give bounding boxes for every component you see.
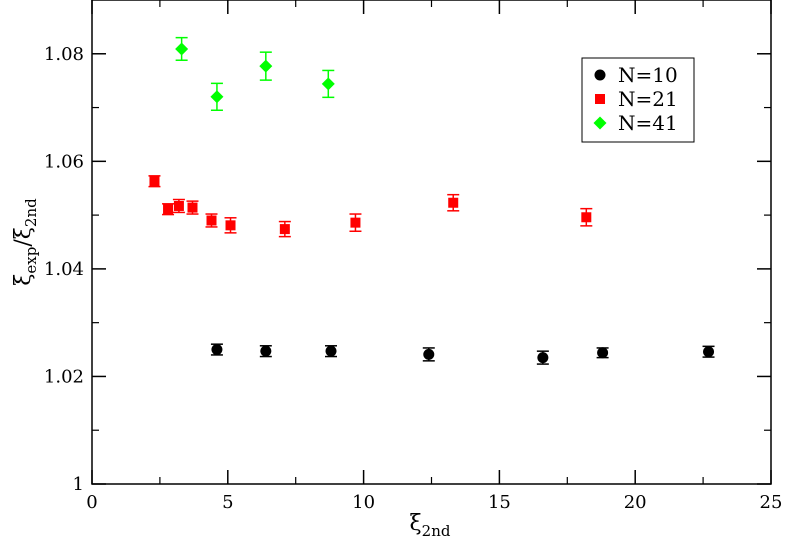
x-tick-label: 10	[352, 492, 375, 513]
data-point	[321, 77, 335, 91]
x-axis-title: ξ2nd	[410, 511, 451, 540]
data-point	[537, 352, 549, 364]
series-layer	[148, 36, 715, 365]
data-point	[448, 197, 459, 208]
x-tick-label: 20	[624, 492, 647, 513]
tick-labels: 0 5 10 15 20 25 1 1.02 1.04 1.06 1.08	[44, 44, 783, 513]
axis-ticks	[91, 0, 772, 485]
data-point	[423, 348, 435, 360]
data-point	[225, 220, 236, 231]
y-tick-label: 1.08	[44, 44, 84, 65]
legend-label: N=41	[618, 111, 678, 135]
data-point	[260, 345, 272, 357]
data-point	[173, 200, 184, 211]
data-point	[325, 345, 337, 357]
y-axis-title: ξexp/ξ2nd	[11, 198, 40, 286]
legend-label: N=21	[618, 87, 678, 111]
data-point	[187, 202, 198, 213]
data-point	[259, 59, 273, 73]
series-N=41	[175, 36, 335, 111]
x-tick-label: 5	[222, 492, 233, 513]
y-tick-label: 1.06	[44, 151, 84, 172]
legend-marker	[595, 94, 605, 104]
data-point	[350, 217, 361, 228]
x-tick-label: 15	[488, 492, 511, 513]
data-point	[211, 344, 223, 356]
series-N=10	[210, 343, 715, 365]
y-tick-label: 1.02	[44, 366, 84, 387]
data-point	[149, 176, 160, 187]
data-point	[581, 212, 592, 223]
data-point	[210, 90, 224, 104]
x-tick-label: 25	[760, 492, 783, 513]
data-point	[163, 204, 174, 215]
data-point	[703, 346, 715, 358]
legend: N=10N=21N=41	[581, 57, 695, 143]
x-tick-label: 0	[86, 492, 97, 513]
data-point	[597, 347, 609, 359]
data-point	[175, 42, 189, 56]
data-point	[206, 215, 217, 226]
y-tick-label: 1	[73, 474, 84, 495]
legend-label: N=10	[618, 63, 678, 87]
legend-marker	[594, 69, 606, 81]
data-point	[279, 224, 290, 235]
series-N=21	[148, 175, 593, 238]
legend-marker	[593, 116, 607, 130]
y-tick-label: 1.04	[44, 259, 84, 280]
